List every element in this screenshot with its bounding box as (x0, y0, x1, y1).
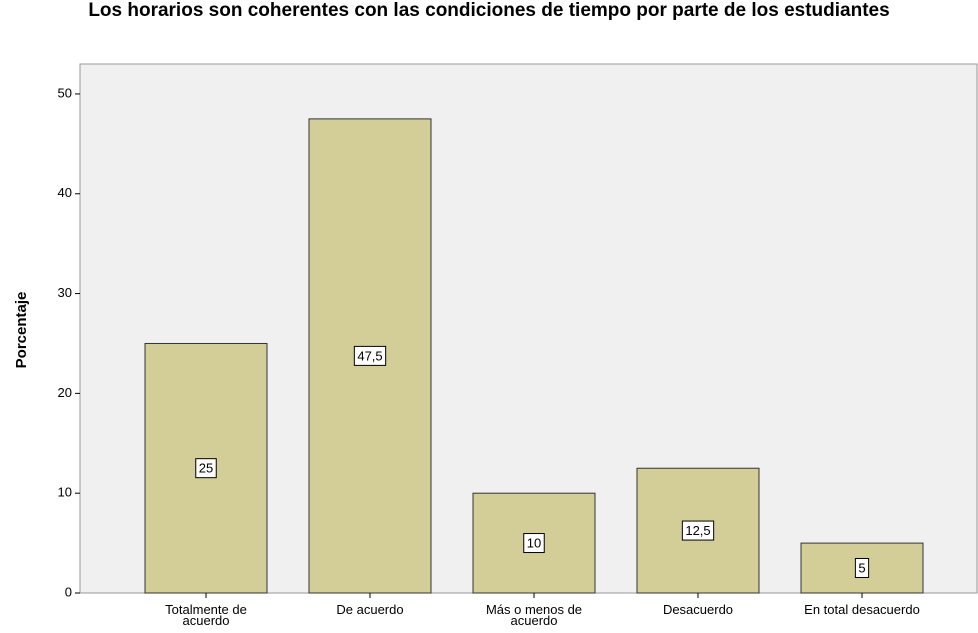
x-tick-label: Más o menos de acuerdo (485, 602, 583, 628)
x-tick-label: En total desacuerdo (804, 602, 920, 617)
y-tick-label: 40 (58, 185, 72, 200)
value-label-box (681, 520, 715, 541)
value-label: 25 (199, 461, 213, 476)
value-label-box (854, 557, 870, 578)
x-tick-label: Desacuerdo (662, 602, 734, 617)
value-label-box (353, 345, 387, 366)
x-tick-label: Totalmente de acuerdo (165, 602, 247, 628)
x-tick-label: De acuerdo (336, 602, 404, 617)
value-label: 12,5 (685, 523, 710, 538)
y-tick-label: 50 (58, 85, 72, 100)
y-tick-label: 20 (58, 385, 72, 400)
chart-title: Los horarios son coherentes con las cond… (88, 0, 890, 21)
value-label-box (523, 533, 545, 554)
value-label-box (195, 458, 217, 479)
y-tick-label: 10 (58, 485, 72, 500)
value-label: 5 (858, 560, 865, 575)
value-label: 47,5 (357, 348, 382, 363)
y-tick-label: 30 (58, 285, 72, 300)
value-label: 10 (527, 536, 541, 551)
y-axis-label: Porcentaje (13, 292, 30, 369)
y-tick-label: 0 (65, 584, 72, 599)
